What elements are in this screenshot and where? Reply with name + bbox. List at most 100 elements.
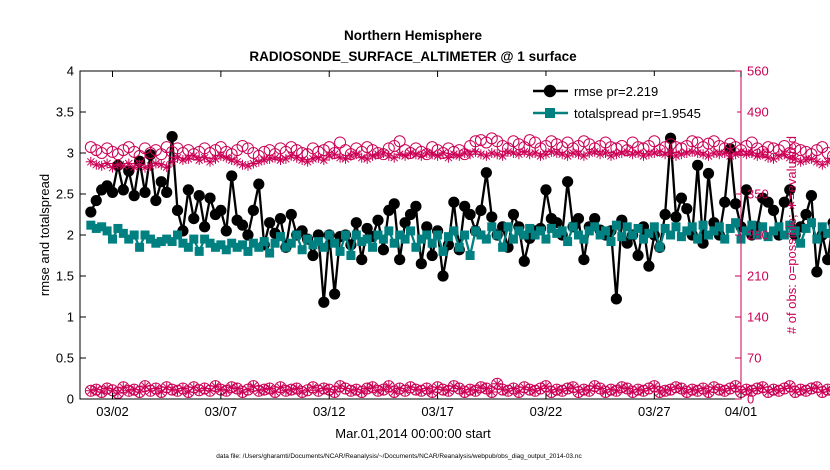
totalspread-pr-1-9545-point xyxy=(330,238,340,248)
totalspread-pr-1-9545-point xyxy=(286,238,296,248)
evaluated-low-point xyxy=(432,382,443,393)
y2-tick-label: 560 xyxy=(747,64,769,79)
rmse-pr-2-219-point xyxy=(762,196,774,208)
evaluated-low-point xyxy=(210,381,221,392)
totalspread-pr-1-9545-point xyxy=(194,246,204,256)
evaluated-point xyxy=(730,149,741,160)
totalspread-pr-1-9545-point xyxy=(210,242,220,252)
evaluated-low-point xyxy=(194,385,205,396)
rmse-pr-2-219-point xyxy=(171,204,184,216)
rmse-pr-2-219-point xyxy=(681,203,693,215)
totalspread-pr-1-9545-point xyxy=(649,222,659,232)
evaluated-low-point xyxy=(129,384,140,395)
totalspread-pr-1-9545-point xyxy=(676,232,686,242)
evaluated-point xyxy=(584,148,595,158)
legend-totalspread-label: totalspread pr=1.9545 xyxy=(574,106,701,121)
totalspread-pr-1-9545-point xyxy=(427,238,437,248)
evaluated-low-point xyxy=(215,384,226,395)
y2-axis-label: # of obs: o=possible; ∗=evaluated xyxy=(784,136,799,334)
rmse-pr-2-219-point xyxy=(415,258,427,270)
rmse-pr-2-219-point xyxy=(404,208,417,221)
evaluated-low-point xyxy=(600,387,611,397)
evaluated-low-point xyxy=(779,383,790,394)
totalspread-pr-1-9545-point xyxy=(519,230,529,240)
evaluated-point xyxy=(546,146,557,157)
evaluated-point xyxy=(497,150,508,161)
totalspread-pr-1-9545-point xyxy=(536,226,546,236)
totalspread-pr-1-9545-point xyxy=(265,248,275,258)
evaluated-low-point xyxy=(232,383,243,394)
evaluated-point xyxy=(519,146,530,157)
evaluated-low-point xyxy=(589,381,600,392)
evaluated-point xyxy=(335,152,346,163)
evaluated-point xyxy=(286,150,297,161)
rmse-pr-2-219-point xyxy=(692,159,704,171)
evaluated-low-point xyxy=(134,387,145,397)
evaluated-point xyxy=(221,152,232,163)
evaluated-low-point xyxy=(373,385,383,396)
evaluated-point xyxy=(643,149,654,160)
totalspread-pr-1-9545-point xyxy=(449,226,459,236)
evaluated-low-point xyxy=(822,384,830,395)
evaluated-point xyxy=(773,150,784,161)
y2-tick-label: 70 xyxy=(747,351,761,366)
y-tick-label: 0.5 xyxy=(56,351,74,366)
evaluated-low-point xyxy=(335,381,346,392)
evaluated-point xyxy=(611,149,622,160)
evaluated-low-point xyxy=(107,385,118,396)
evaluated-low-point xyxy=(535,383,546,394)
evaluated-low-point xyxy=(340,383,351,394)
totalspread-pr-1-9545-point xyxy=(275,232,285,242)
rmse-pr-2-219-point xyxy=(199,221,211,233)
y-tick-label: 1.5 xyxy=(56,269,74,284)
rmse-pr-2-219-point xyxy=(90,194,102,207)
evaluated-low-point xyxy=(546,387,557,397)
rmse-pr-2-219-point xyxy=(236,219,249,231)
evaluated-point xyxy=(118,160,129,171)
chart-subtitle: RADIOSONDE_SURFACE_ALTIMETER @ 1 surface xyxy=(249,49,577,64)
evaluated-low-point xyxy=(140,381,150,392)
totalspread-pr-1-9545-point xyxy=(351,230,361,240)
totalspread-pr-1-9545-point xyxy=(433,230,443,240)
rmse-pr-2-219-point xyxy=(139,186,151,198)
totalspread-pr-1-9545-point xyxy=(741,226,751,236)
rmse-pr-2-219-point xyxy=(361,222,373,235)
rmse-pr-2-219-point xyxy=(784,184,796,196)
totalspread-pr-1-9545-point xyxy=(628,230,638,240)
evaluated-low-point xyxy=(199,383,210,394)
totalspread-pr-1-9545-point xyxy=(481,234,491,244)
totalspread-pr-1-9545-point xyxy=(200,234,210,244)
rmse-pr-2-219-point xyxy=(702,167,715,180)
evaluated-low-point xyxy=(714,384,725,395)
possible-point xyxy=(648,135,661,148)
rmse-pr-2-219-point xyxy=(610,293,622,305)
evaluated-low-point xyxy=(687,384,698,395)
y-tick-label: 2.5 xyxy=(56,187,74,202)
totalspread-pr-1-9545-point xyxy=(731,218,741,228)
totalspread-pr-1-9545-point xyxy=(324,230,334,240)
rmse-pr-2-219-point xyxy=(264,217,276,229)
evaluated-low-point xyxy=(394,383,405,394)
totalspread-pr-1-9545-point xyxy=(530,230,540,240)
evaluated-point xyxy=(405,148,416,158)
evaluated-point xyxy=(692,148,703,158)
evaluated-low-point xyxy=(183,387,194,397)
evaluated-point xyxy=(367,150,378,161)
evaluated-point xyxy=(215,150,226,161)
x-tick-label: 03/27 xyxy=(638,404,671,419)
evaluated-point xyxy=(703,150,714,161)
rmse-pr-2-219-point xyxy=(643,260,655,272)
totalspread-pr-1-9545-point xyxy=(785,220,795,230)
evaluated-point xyxy=(427,149,438,160)
totalspread-pr-1-9545-point xyxy=(709,226,719,236)
evaluated-point xyxy=(654,146,665,157)
y2-tick-label: 210 xyxy=(747,269,769,284)
totalspread-pr-1-9545-point xyxy=(292,230,302,240)
evaluated-point xyxy=(351,149,362,160)
totalspread-pr-1-9545-point xyxy=(633,223,643,233)
evaluated-point xyxy=(253,156,264,167)
evaluated-low-point xyxy=(595,383,606,394)
totalspread-pr-1-9545-point xyxy=(156,237,166,247)
evaluated-point xyxy=(475,149,486,160)
